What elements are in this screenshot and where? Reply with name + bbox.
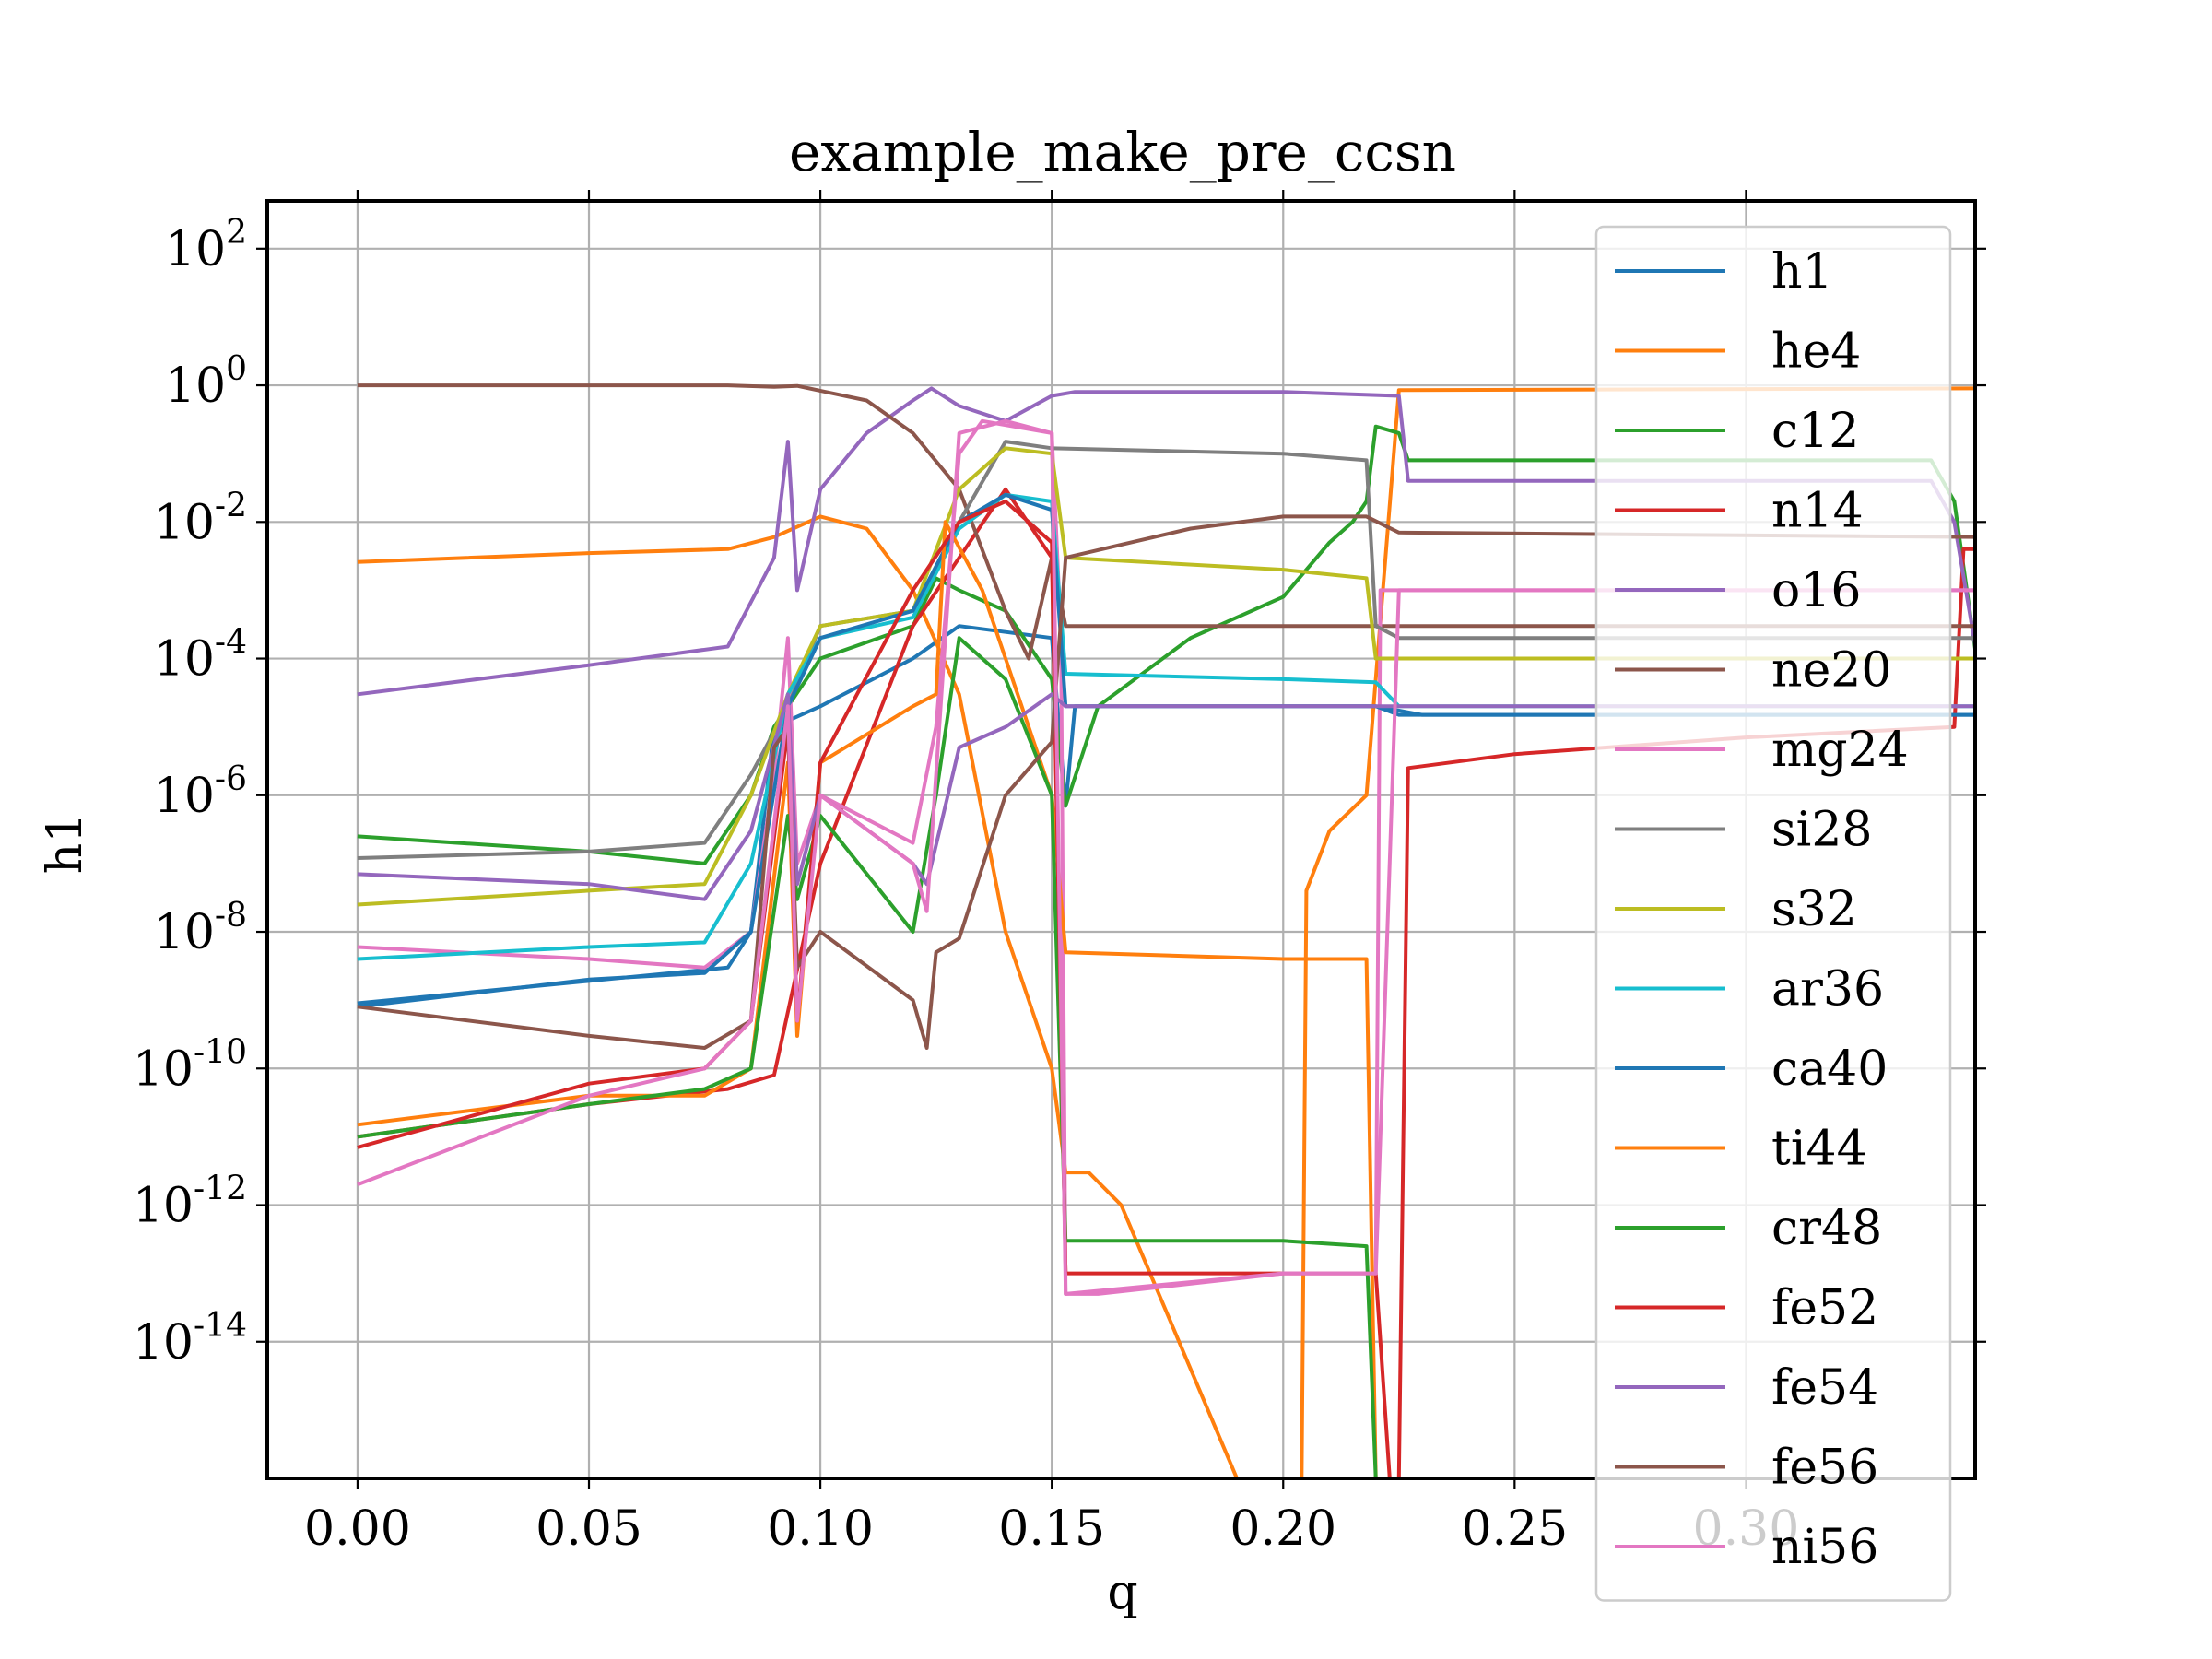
legend: h1 he4 c12 n14 o16 ne20 mg24 si28 s32 ar36 ca40 ti4… <box>1594 225 1952 1602</box>
legend-label-ni56: ni56 <box>1771 1520 1878 1575</box>
legend-label-cr48: cr48 <box>1771 1201 1882 1256</box>
x-tick-label: 0.15 <box>998 1501 1105 1557</box>
legend-label-fe52: fe52 <box>1771 1281 1878 1336</box>
series-line-he4 <box>357 386 1975 1478</box>
legend-box <box>1594 225 1952 1602</box>
y-tick-exponent: 2 <box>226 214 247 252</box>
x-tick-label: 0.00 <box>304 1501 411 1557</box>
legend-label-mg24: mg24 <box>1771 723 1909 778</box>
y-tick-exponent: -4 <box>215 624 247 662</box>
y-axis-label: h1 <box>38 813 93 875</box>
series-line-s32 <box>357 446 1975 907</box>
series-line-cr48 <box>357 636 1378 1478</box>
y-tick-base: 10 <box>165 359 226 414</box>
legend-label-fe56: fe56 <box>1771 1441 1878 1496</box>
y-tick-base: 10 <box>133 1315 194 1371</box>
y-tick-base: 10 <box>154 905 215 960</box>
legend-label-o16: o16 <box>1771 563 1861 618</box>
y-tick-base: 10 <box>133 1179 194 1234</box>
series-line-ne20 <box>357 383 1975 661</box>
y-tick-label: 10-14 <box>133 1307 247 1371</box>
legend-label-si28: si28 <box>1771 803 1872 858</box>
y-tick-label: 10-8 <box>154 897 247 960</box>
plot-frame <box>265 199 1977 1480</box>
legend-label-c12: c12 <box>1771 404 1859 459</box>
y-tick-base: 10 <box>154 769 215 824</box>
y-tick-label: 10-10 <box>133 1033 247 1097</box>
y-tick-label: 102 <box>165 214 247 277</box>
y-tick-exponent: -8 <box>215 897 247 935</box>
x-tick-label: 0.10 <box>767 1501 874 1557</box>
legend-label-ar36: ar36 <box>1771 962 1884 1018</box>
y-tick-exponent: -12 <box>194 1171 247 1208</box>
x-tick-label: 0.20 <box>1230 1501 1336 1557</box>
y-tick-base: 10 <box>165 222 226 277</box>
legend-label-n14: n14 <box>1771 484 1864 539</box>
legend-label-fe54: fe54 <box>1771 1360 1878 1416</box>
y-tick-label: 10-2 <box>154 487 247 550</box>
x-tick-label: 0.05 <box>535 1501 642 1557</box>
y-tick-base: 10 <box>154 632 215 688</box>
y-tick-label: 10-4 <box>154 624 247 688</box>
legend-label-ti44: ti44 <box>1771 1122 1867 1177</box>
series-layer <box>357 383 1975 1478</box>
legend-label-he4: he4 <box>1771 324 1861 380</box>
ticks: 0.000.050.100.150.200.250.3010210010-210… <box>133 190 1986 1557</box>
legend-label-h1: h1 <box>1771 244 1833 300</box>
legend-label-ne20: ne20 <box>1771 643 1891 699</box>
x-axis-label: q <box>1107 1565 1137 1620</box>
y-tick-exponent: -10 <box>194 1033 247 1071</box>
y-tick-label: 100 <box>165 350 247 414</box>
y-tick-exponent: -2 <box>215 487 247 524</box>
y-tick-base: 10 <box>133 1041 194 1097</box>
series-line-ti44 <box>357 520 1378 1478</box>
y-tick-label: 10-12 <box>133 1171 247 1234</box>
y-tick-base: 10 <box>154 495 215 550</box>
y-tick-exponent: 0 <box>226 350 247 388</box>
y-tick-exponent: -14 <box>194 1307 247 1345</box>
legend-label-ca40: ca40 <box>1771 1041 1888 1097</box>
series-line-o16 <box>357 386 1975 697</box>
series-line-ni56 <box>357 418 1975 1296</box>
y-tick-exponent: -6 <box>215 760 247 798</box>
y-tick-label: 10-6 <box>154 760 247 824</box>
x-tick-label: 0.25 <box>1461 1501 1568 1557</box>
legend-label-s32: s32 <box>1771 882 1857 937</box>
chart-title: example_make_pre_ccsn <box>789 121 1456 183</box>
series-line-ar36 <box>357 492 1975 961</box>
